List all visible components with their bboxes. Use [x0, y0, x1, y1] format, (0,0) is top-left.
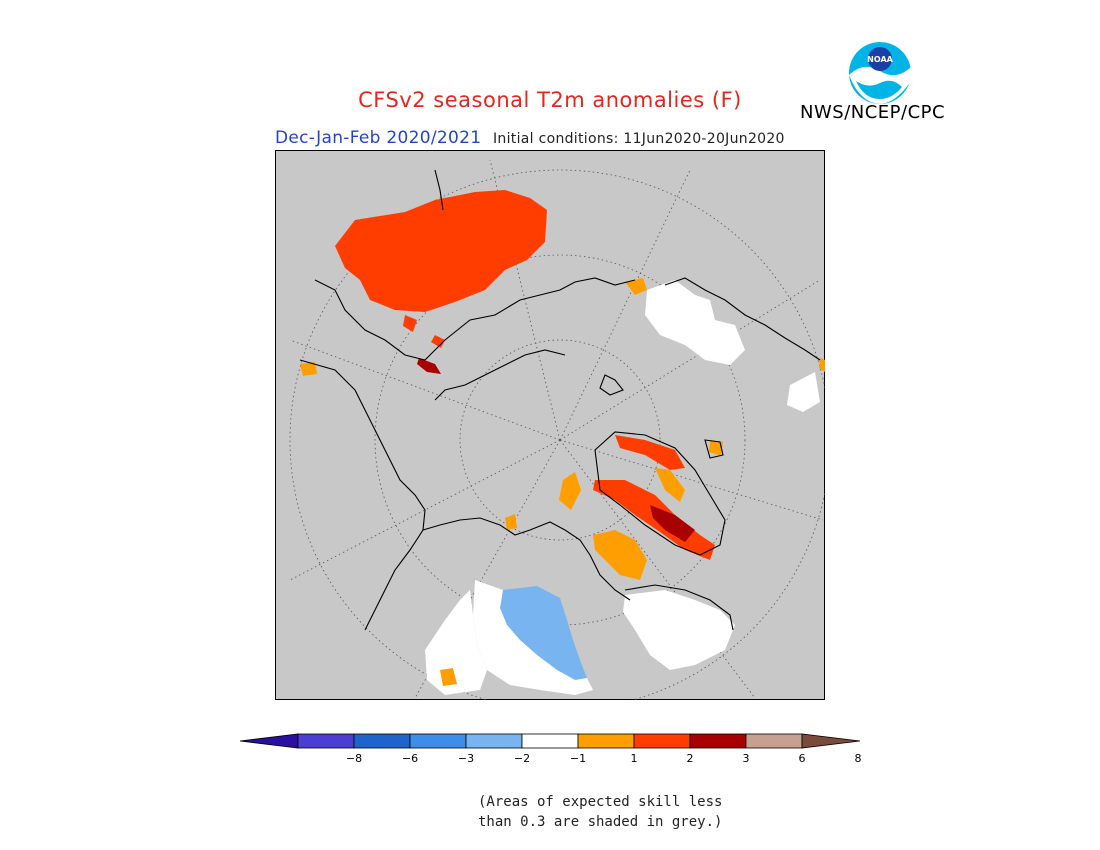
- legend-swatch: [521, 733, 579, 749]
- color-legend: −8 −6 −3 −2 −1 1 2 3 6 8: [239, 733, 862, 765]
- legend-tick-label: −8: [346, 752, 362, 765]
- legend-tick-label: −6: [402, 752, 418, 765]
- noaa-logo-text: NOAA: [867, 55, 893, 64]
- legend-tick-label: 3: [743, 752, 750, 765]
- legend-tick-label: 1: [631, 752, 638, 765]
- legend-swatch: [633, 733, 691, 749]
- legend-swatch: [745, 733, 803, 749]
- region-pacific-neutral: [425, 590, 487, 695]
- region-canada-cool: [500, 586, 587, 680]
- coastlines: [299, 169, 821, 631]
- legend-tick-label: 8: [855, 752, 862, 765]
- legend-tick-label: −2: [514, 752, 530, 765]
- graticule: [289, 159, 825, 700]
- legend-swatch: [689, 733, 747, 749]
- region-greenland-dark: [650, 505, 695, 542]
- legend-arrow-low: [239, 733, 299, 749]
- legend-tick-label: 6: [799, 752, 806, 765]
- legend-arrow-high: [801, 733, 861, 749]
- color-legend-ticks: −8 −6 −3 −2 −1 1 2 3 6 8: [346, 752, 862, 765]
- legend-swatch: [409, 733, 467, 749]
- region-europe-orange: [625, 278, 825, 372]
- legend-swatch: [297, 733, 355, 749]
- legend-swatch: [577, 733, 635, 749]
- region-siberia-warm: [335, 190, 547, 312]
- region-siberia-fringe: [403, 315, 445, 348]
- skill-note-line-2: than 0.3 are shaded in grey.): [478, 814, 723, 830]
- legend-tick-label: −3: [458, 752, 474, 765]
- region-greenland-north: [615, 435, 685, 470]
- skill-note-line-1: (Areas of expected skill less: [478, 794, 723, 810]
- region-siberia-dark: [417, 358, 441, 374]
- color-legend-swatches: [239, 733, 861, 749]
- region-greenland-orange: [655, 440, 723, 502]
- agency-label: NWS/NCEP/CPC: [800, 102, 946, 123]
- season-label: Dec-Jan-Feb 2020/2021: [275, 128, 482, 148]
- region-archipelago-warm-2: [505, 472, 581, 530]
- region-archipelago-warm: [593, 530, 647, 580]
- legend-tick-label: −1: [570, 752, 586, 765]
- legend-swatch: [465, 733, 523, 749]
- legend-tick-label: 2: [687, 752, 694, 765]
- skill-note: (Areas of expected skill less than 0.3 a…: [478, 792, 738, 832]
- region-europe-white-2: [787, 372, 820, 412]
- region-canada-neutral: [473, 580, 593, 695]
- map-title: CFSv2 seasonal T2m anomalies (F): [358, 88, 742, 112]
- anomaly-map: [275, 150, 825, 700]
- region-europe-neutral: [645, 280, 745, 365]
- region-hudson-neutral: [623, 590, 735, 670]
- initial-conditions-label: Initial conditions: 11Jun2020-20Jun2020: [493, 131, 785, 147]
- legend-swatch: [353, 733, 411, 749]
- noaa-logo: NOAA: [849, 42, 911, 104]
